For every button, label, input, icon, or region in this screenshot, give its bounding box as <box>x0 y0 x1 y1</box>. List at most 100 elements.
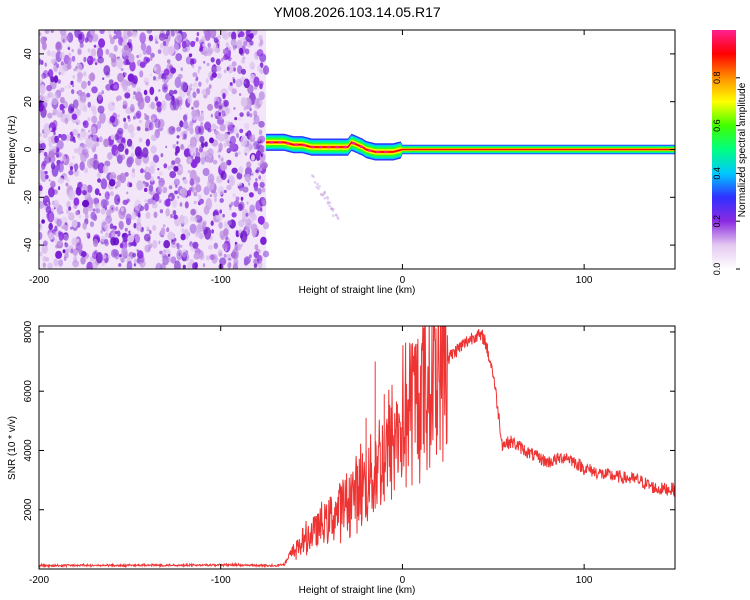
noise-blob <box>118 263 122 267</box>
noise-blob <box>223 189 227 194</box>
y-tick-label: 6000 <box>23 380 34 403</box>
noise-blob <box>210 123 217 132</box>
noise-blob <box>39 222 43 232</box>
noise-blob <box>139 70 144 78</box>
noise-blob <box>214 101 219 109</box>
noise-blob <box>196 214 201 220</box>
noise-blob <box>116 57 123 69</box>
noise-blob <box>64 176 68 181</box>
noise-blob <box>131 171 136 179</box>
noise-blob <box>174 260 181 269</box>
noise-blob <box>175 157 181 165</box>
noise-blob <box>212 159 218 165</box>
noise-blob <box>229 204 232 208</box>
noise-blob <box>139 32 146 44</box>
noise-blob <box>113 30 117 35</box>
carrier-peak <box>367 149 372 152</box>
noise-blob <box>115 185 118 189</box>
noise-blob <box>236 132 239 138</box>
noise-blob <box>254 97 261 108</box>
noise-blob <box>48 222 53 231</box>
noise-blob <box>197 194 202 200</box>
noise-blob <box>203 30 209 35</box>
noise-blob <box>98 38 106 48</box>
noise-blob <box>180 67 183 72</box>
noise-blob <box>226 184 232 191</box>
noise-blob <box>80 91 87 104</box>
noise-blob <box>126 138 133 147</box>
noise-blob <box>246 111 250 117</box>
noise-blob <box>123 122 128 130</box>
noise-blob <box>54 225 58 232</box>
noise-blob <box>190 159 198 169</box>
noise-blob <box>39 185 43 192</box>
snr-y-ticks: 2000 4000 6000 8000 <box>23 320 675 521</box>
noise-blob <box>192 241 199 249</box>
noise-blob <box>176 135 180 139</box>
noise-blob <box>56 218 62 227</box>
noise-blob <box>98 193 102 196</box>
noise-blob <box>152 200 156 204</box>
noise-blob <box>192 82 198 88</box>
noise-blob <box>249 61 255 70</box>
noise-blob <box>110 191 114 197</box>
noise-blob <box>57 151 62 158</box>
noise-blob <box>86 184 93 193</box>
noise-blob <box>222 213 225 218</box>
noise-blob <box>87 48 91 53</box>
noise-blob <box>76 72 84 79</box>
noise-blob <box>225 48 229 54</box>
noise-blob <box>58 259 64 267</box>
tail-blob <box>320 193 324 196</box>
noise-blob <box>111 207 114 211</box>
noise-blob <box>70 248 74 254</box>
noise-blob <box>67 47 71 50</box>
tail-blob <box>316 182 319 186</box>
noise-blob <box>90 211 96 220</box>
noise-blob <box>109 34 112 39</box>
noise-blob <box>222 243 228 250</box>
noise-blob <box>180 81 188 91</box>
noise-blob <box>239 128 244 134</box>
noise-blob <box>148 34 154 42</box>
noise-blob <box>117 72 124 83</box>
noise-blob <box>167 253 171 257</box>
noise-blob <box>41 162 46 170</box>
noise-blob <box>132 95 136 100</box>
noise-blob <box>192 262 198 269</box>
noise-blob <box>202 43 205 48</box>
noise-blob <box>163 249 166 254</box>
noise-blob <box>240 243 244 247</box>
noise-blob <box>144 80 147 84</box>
noise-blob <box>195 151 200 157</box>
noise-blob <box>122 233 126 237</box>
colorbar-label: Normalized spectral amplitude <box>737 82 748 217</box>
noise-blob <box>123 44 129 51</box>
noise-blob <box>166 59 171 64</box>
noise-blob <box>133 222 137 229</box>
noise-blob <box>72 128 79 136</box>
noise-blob <box>180 143 184 150</box>
noise-blob <box>40 106 47 118</box>
noise-blob <box>148 243 153 249</box>
noise-blob <box>86 92 91 98</box>
noise-blob <box>252 122 256 125</box>
noise-blob <box>127 73 135 82</box>
noise-blob <box>181 40 187 49</box>
noise-blob <box>39 232 43 240</box>
noise-blob <box>121 49 127 57</box>
noise-blob <box>218 252 223 257</box>
noise-blob <box>220 88 228 97</box>
noise-blob <box>156 129 159 133</box>
noise-blob <box>68 83 72 89</box>
spectrogram-image <box>39 30 675 269</box>
colorbar-tick-label: 0.2 <box>712 215 722 228</box>
noise-blob <box>58 133 62 138</box>
noise-blob <box>39 94 44 100</box>
noise-blob <box>172 144 176 149</box>
noise-blob <box>171 160 176 165</box>
noise-blob <box>237 183 240 187</box>
noise-blob <box>195 37 199 42</box>
noise-blob <box>57 240 62 247</box>
noise-blob <box>245 132 248 137</box>
